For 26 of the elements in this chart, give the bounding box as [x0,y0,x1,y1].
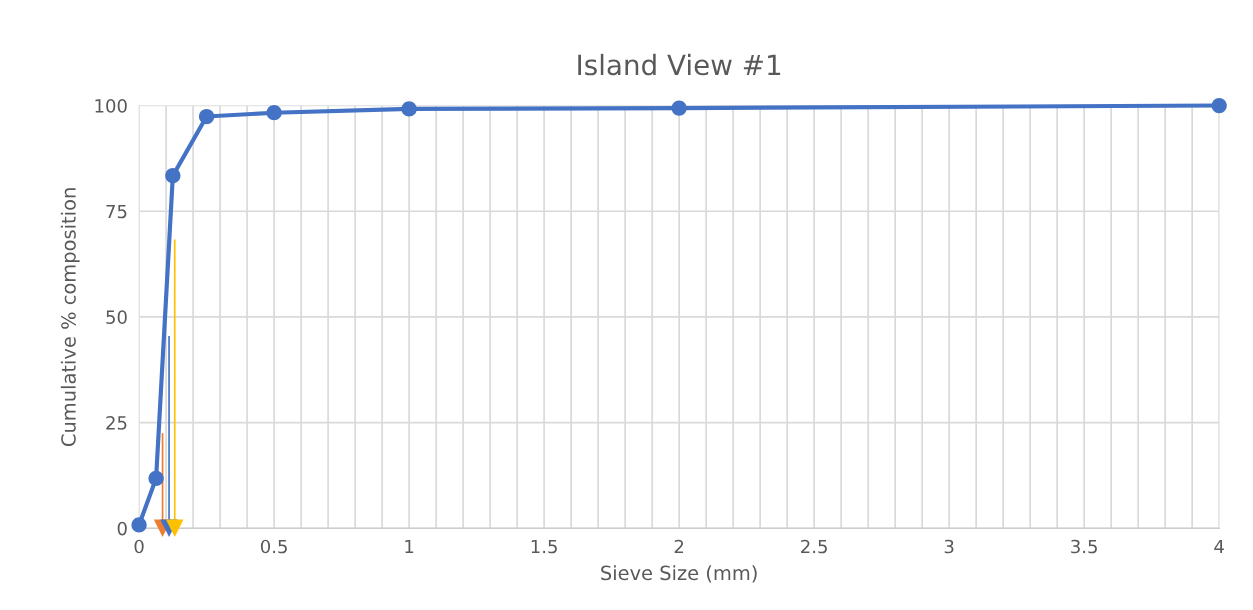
x-tick-label: 0 [134,539,144,554]
point [165,519,184,538]
x-tick-label: 1.5 [531,539,557,554]
x-tick-label: 0.5 [260,539,287,554]
point [131,517,147,533]
y-axis-title: Cumulative % composition [60,188,80,446]
x-tick-label: 2 [674,539,684,554]
point [1211,97,1227,114]
y-tick-label: 100 [95,98,127,113]
y-tick-label: 0 [117,521,127,536]
point [198,108,215,125]
point [671,100,687,116]
y-tick-label: 25 [106,416,127,430]
x-axis-title: Sieve Size (mm) [601,565,757,583]
y-tick-label: 75 [106,204,127,219]
point [401,101,417,117]
x-tick-label: 3.5 [1071,539,1097,554]
x-tick-label: 2.5 [801,539,827,554]
point [266,105,282,121]
point [165,168,181,184]
chart-title: Island View #1 [578,53,781,76]
point [148,470,164,487]
x-tick-label: 4 [1214,539,1224,554]
y-tick-label: 50 [106,310,127,325]
x-tick-label: 3 [944,539,954,554]
x-tick-label: 1 [405,539,414,554]
